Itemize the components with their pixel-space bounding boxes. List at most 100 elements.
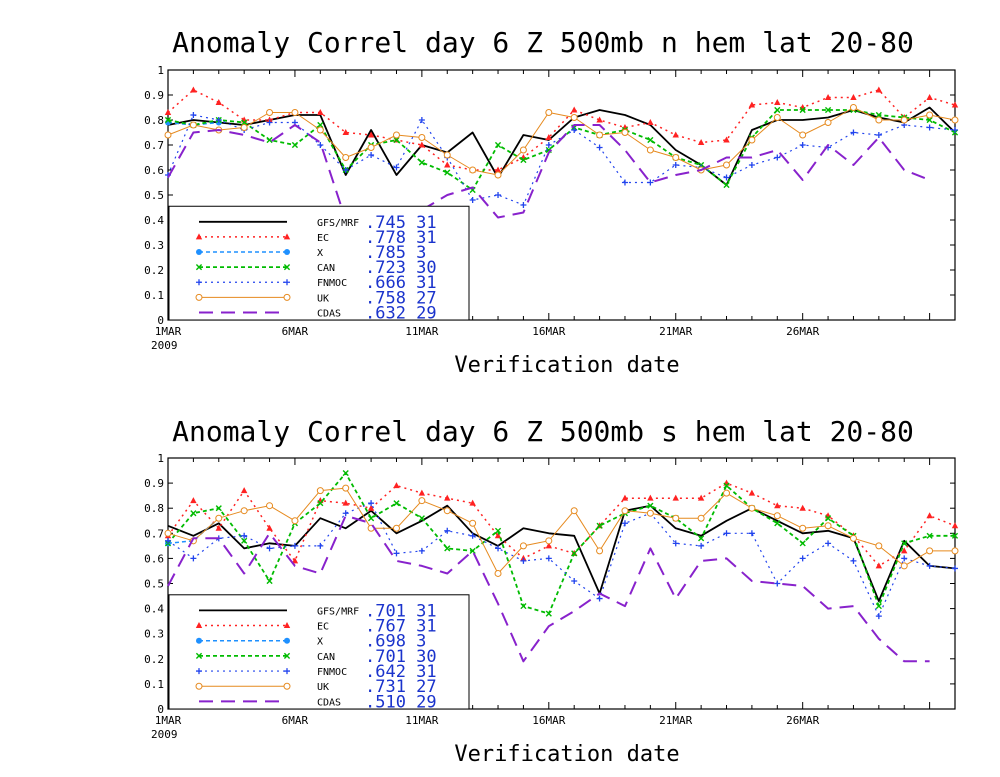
data-point (748, 101, 756, 108)
legend: GFS/MRF .745 31 EC .778 31 X .785 3 CAN .723 30… (168, 205, 470, 323)
series-line (167, 106, 956, 186)
data-point (850, 557, 857, 564)
legend: GFS/MRF .701 31 EC .767 31 X .698 3 CAN .701 30… (168, 594, 470, 712)
data-point (621, 520, 628, 527)
data-point (368, 515, 375, 522)
data-point (799, 524, 807, 532)
legend-series-stat: .723 30 (365, 258, 437, 278)
data-point (774, 99, 781, 105)
data-point (875, 602, 882, 610)
data-point (672, 131, 679, 138)
data-point (646, 509, 654, 517)
data-point (571, 127, 578, 133)
legend-series-stat: .642 31 (365, 662, 437, 682)
data-point (291, 517, 299, 525)
x-tick-label: 11MAR (405, 714, 438, 727)
x-tick-label: 16MAR (532, 714, 565, 727)
data-point (621, 129, 629, 136)
data-point (621, 494, 629, 501)
data-point (875, 116, 883, 124)
data-point (165, 537, 171, 544)
data-point (698, 542, 705, 549)
data-point (316, 126, 324, 134)
y-tick-label: 0.4 (144, 603, 164, 616)
legend-entry: UK .758 27 (195, 288, 437, 308)
data-point (849, 534, 857, 542)
data-point (951, 532, 959, 539)
data-point (596, 547, 604, 555)
data-point (291, 557, 299, 564)
data-point (926, 116, 933, 124)
data-point (647, 179, 654, 186)
legend-entry: GFS/MRF .745 31 (199, 213, 437, 233)
legend-series-name: CDAS (317, 308, 341, 319)
data-point (418, 141, 426, 148)
legend-series-name: EC (317, 233, 329, 244)
data-point (494, 171, 502, 179)
legend-series-stat: .745 31 (365, 213, 437, 233)
data-point (824, 515, 832, 522)
legend-marker (284, 279, 290, 286)
chart-title: Anomaly Correl day 6 Z 500mb n hem lat 2… (172, 26, 914, 59)
data-point (723, 482, 730, 489)
y-tick-label: 0 (157, 703, 164, 716)
data-point (951, 522, 959, 529)
series-line (167, 482, 956, 567)
data-point (647, 494, 654, 501)
data-point (723, 181, 730, 189)
data-point (596, 131, 604, 139)
data-point (418, 515, 425, 522)
legend-series-stat: .666 31 (365, 273, 437, 293)
x-tick-label: 16MAR (532, 325, 565, 338)
legend-entry: EC .778 31 (195, 228, 437, 248)
y-tick-label: 0 (157, 314, 164, 327)
legend-series-stat: .698 3 (365, 632, 426, 652)
legend-series-stat: .731 27 (365, 677, 437, 697)
data-point (342, 499, 349, 506)
data-point (799, 106, 806, 114)
data-point (596, 595, 603, 602)
series-line (167, 504, 956, 602)
legend-marker (196, 668, 202, 675)
data-point (926, 94, 933, 100)
data-point (748, 504, 756, 512)
legend-marker (283, 682, 291, 690)
data-point (520, 554, 527, 561)
data-point (621, 179, 628, 186)
legend-entry: CDAS .632 29 (199, 303, 437, 323)
data-point (875, 111, 882, 119)
legend-series-stat: .785 3 (365, 243, 426, 263)
data-point (900, 562, 908, 570)
legend-marker (284, 249, 290, 256)
y-tick-label: 0.1 (144, 678, 164, 691)
y-tick-label: 0.7 (144, 527, 164, 540)
data-point (418, 547, 425, 554)
data-point (596, 116, 603, 123)
series-line (167, 472, 955, 615)
legend-series-name: X (317, 637, 323, 648)
x-axis-label: Verification date (454, 353, 679, 378)
data-point (799, 131, 807, 139)
data-point (520, 156, 527, 164)
data-point (697, 139, 705, 145)
legend-marker (283, 233, 291, 240)
y-tick-label: 1 (157, 64, 164, 77)
data-point (799, 142, 806, 148)
data-point (748, 530, 755, 537)
data-point (570, 114, 578, 121)
data-point (418, 497, 426, 505)
data-point (241, 119, 248, 126)
series-gfs-mrf (167, 106, 956, 186)
legend-series-stat: .758 27 (365, 288, 437, 308)
data-point (697, 514, 705, 522)
data-point (825, 540, 832, 547)
y-axis: 0 0.1 0.2 0.3 0.4 0.5 0.6 0.7 0.8 0.9 1 (144, 452, 955, 716)
legend-series-stat: .510 29 (365, 692, 437, 712)
data-point (367, 504, 375, 511)
legend-series-name: CAN (317, 263, 335, 274)
data-point (647, 502, 654, 509)
data-point (317, 142, 324, 148)
data-point (951, 547, 959, 555)
data-point (316, 487, 324, 495)
